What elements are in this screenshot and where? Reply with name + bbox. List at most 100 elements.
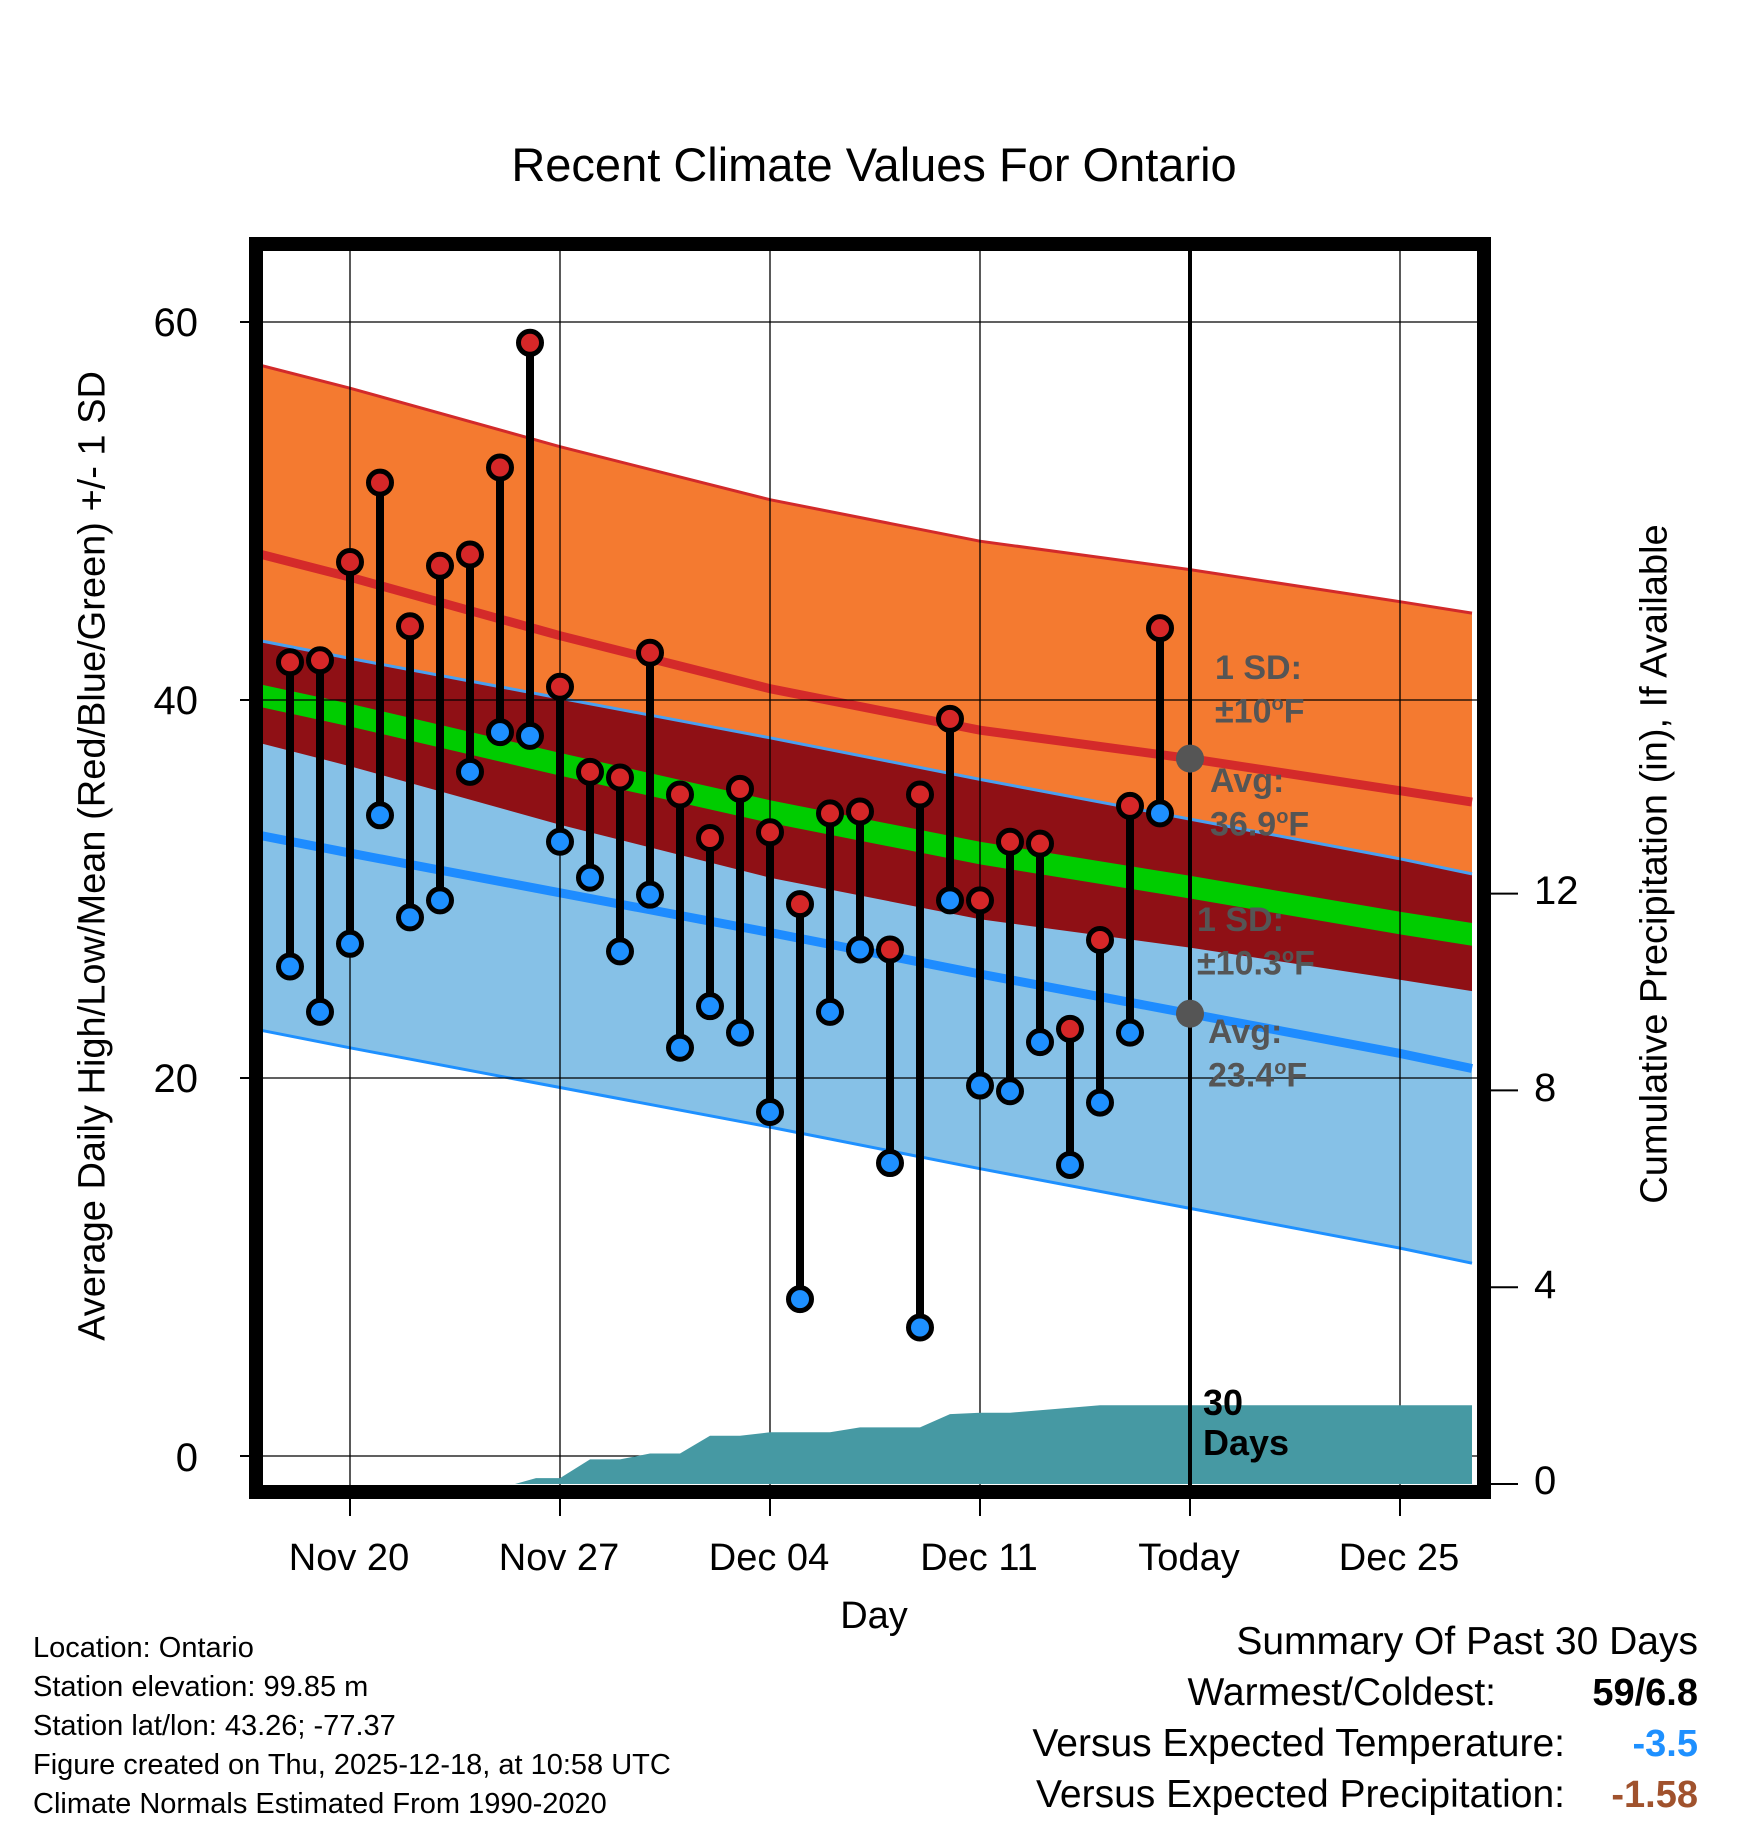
summary-precip-label: Versus Expected Precipitation: — [1036, 1773, 1565, 1816]
high-point — [966, 886, 994, 915]
summary-temp-label: Versus Expected Temperature: — [1032, 1722, 1565, 1765]
footer-normals: Climate Normals Estimated From 1990-2020 — [33, 1788, 607, 1820]
low-sd-annotation: 1 SD: ±10.3oF — [1197, 902, 1315, 981]
xtick-label-nov27: Nov 27 — [498, 1537, 620, 1579]
y2-axis-label: Cumulative Precipitation (in), If Availa… — [1633, 524, 1676, 1204]
xtick-label-dec04: Dec 04 — [708, 1537, 830, 1579]
high-sd-upper-edge — [262, 364, 1473, 615]
low-point — [996, 1077, 1024, 1106]
low-point — [606, 937, 634, 966]
summary-temp-value: -3.5 — [1632, 1723, 1698, 1765]
low-point — [1086, 1088, 1114, 1117]
high-point — [666, 780, 694, 809]
low-point — [666, 1033, 694, 1062]
low-point — [846, 935, 874, 964]
y2tick-label-0: 0 — [1534, 1459, 1557, 1503]
plot-frame — [240, 237, 1518, 1516]
footer-info: Location: Ontario Station elevation: 99.… — [33, 1629, 671, 1824]
degree-sup: o — [1271, 693, 1284, 715]
frame-border — [249, 237, 1491, 1499]
plot-area — [262, 250, 1478, 1486]
low-point — [276, 952, 304, 981]
low-point — [876, 1149, 904, 1178]
low-sd-label: 1 SD: — [1197, 901, 1284, 939]
y2tick-label-4: 4 — [1534, 1263, 1557, 1307]
high-point — [456, 540, 484, 569]
high-point — [486, 453, 514, 482]
low-point — [726, 1018, 754, 1047]
high-sd-label: 1 SD: — [1215, 649, 1302, 687]
low-point — [786, 1285, 814, 1314]
low-point — [696, 992, 724, 1021]
y-axis-label: Average Daily High/Low/Mean (Red/Blue/Gr… — [71, 371, 114, 1341]
y2tick-label-8: 8 — [1534, 1066, 1557, 1110]
high-point — [696, 823, 724, 852]
low-sd-lower-edge — [262, 1028, 1473, 1265]
low-point — [366, 801, 394, 830]
high-point — [1026, 829, 1054, 858]
high-avg-unit: F — [1288, 805, 1310, 844]
low-avg-value: 23.4 — [1208, 1056, 1275, 1095]
high-point — [516, 328, 544, 357]
xtick-label-today: Today — [1138, 1537, 1240, 1579]
footer-created: Figure created on Thu, 2025-12-18, at 10… — [33, 1749, 671, 1781]
high-point — [336, 548, 364, 577]
footer-latlon: Station lat/lon: 43.26; -77.37 — [33, 1710, 396, 1742]
degree-sup: o — [1281, 945, 1295, 967]
high-sd-value-line: ±10oF — [1215, 686, 1304, 729]
low-point — [966, 1071, 994, 1100]
low-avg-unit: F — [1286, 1056, 1308, 1095]
summary-precip-value: -1.58 — [1611, 1774, 1698, 1816]
low-sd-value: ±10.3 — [1197, 944, 1282, 983]
summary-warmest-label: Warmest/Coldest: — [1187, 1671, 1496, 1714]
degree-sup: o — [1274, 1057, 1287, 1079]
low-point — [336, 929, 364, 958]
high-avg-value-line: 36.9oF — [1210, 799, 1309, 842]
summary-warmest-value: 59/6.8 — [1592, 1672, 1698, 1714]
low-sd-unit: F — [1294, 944, 1315, 983]
normal-high-line — [262, 550, 1473, 807]
ytick-label-0: 0 — [175, 1436, 198, 1480]
high-point — [606, 763, 634, 792]
high-point — [906, 780, 934, 809]
low-point — [816, 997, 844, 1026]
high-point — [1146, 614, 1174, 643]
low-point — [546, 827, 574, 856]
xtick-label-dec11: Dec 11 — [920, 1537, 1038, 1579]
high-point — [996, 827, 1024, 856]
low-avg-label: Avg: — [1208, 1013, 1283, 1051]
high-avg-label: Avg: — [1210, 762, 1285, 800]
high-point — [756, 818, 784, 847]
high-point — [936, 704, 964, 733]
high-point — [1116, 791, 1144, 820]
xtick-label-nov20: Nov 20 — [288, 1537, 410, 1579]
low-avg-annotation: Avg: 23.4oF — [1208, 1014, 1307, 1093]
low-point — [516, 721, 544, 750]
normal-low-marker — [1176, 999, 1204, 1028]
low-point — [636, 880, 664, 909]
low-sd-upper-edge — [262, 639, 1473, 876]
ytick-label-20: 20 — [153, 1057, 199, 1101]
high-point — [426, 551, 454, 580]
high-point — [726, 774, 754, 803]
y2tick-label-12: 12 — [1534, 869, 1579, 913]
footer-elevation: Station elevation: 99.85 m — [33, 1671, 369, 1703]
low-point — [306, 997, 334, 1026]
high-point — [576, 757, 604, 786]
xtick-label-dec25: Dec 25 — [1338, 1537, 1460, 1579]
low-point — [1056, 1150, 1084, 1179]
high-sd-value: ±10 — [1215, 692, 1272, 731]
low-point — [396, 903, 424, 932]
high-point — [876, 935, 904, 964]
high-point — [1086, 926, 1114, 955]
normal-high-marker — [1176, 744, 1204, 773]
footer-location: Location: Ontario — [33, 1632, 254, 1664]
high-point — [636, 638, 664, 667]
high-point — [1056, 1014, 1084, 1043]
high-avg-value: 36.9 — [1210, 805, 1277, 844]
high-avg-annotation: Avg: 36.9oF — [1210, 763, 1309, 842]
low-avg-value-line: 23.4oF — [1208, 1050, 1307, 1093]
summary-heading: Summary Of Past 30 Days — [1236, 1620, 1698, 1663]
low-point — [486, 718, 514, 747]
